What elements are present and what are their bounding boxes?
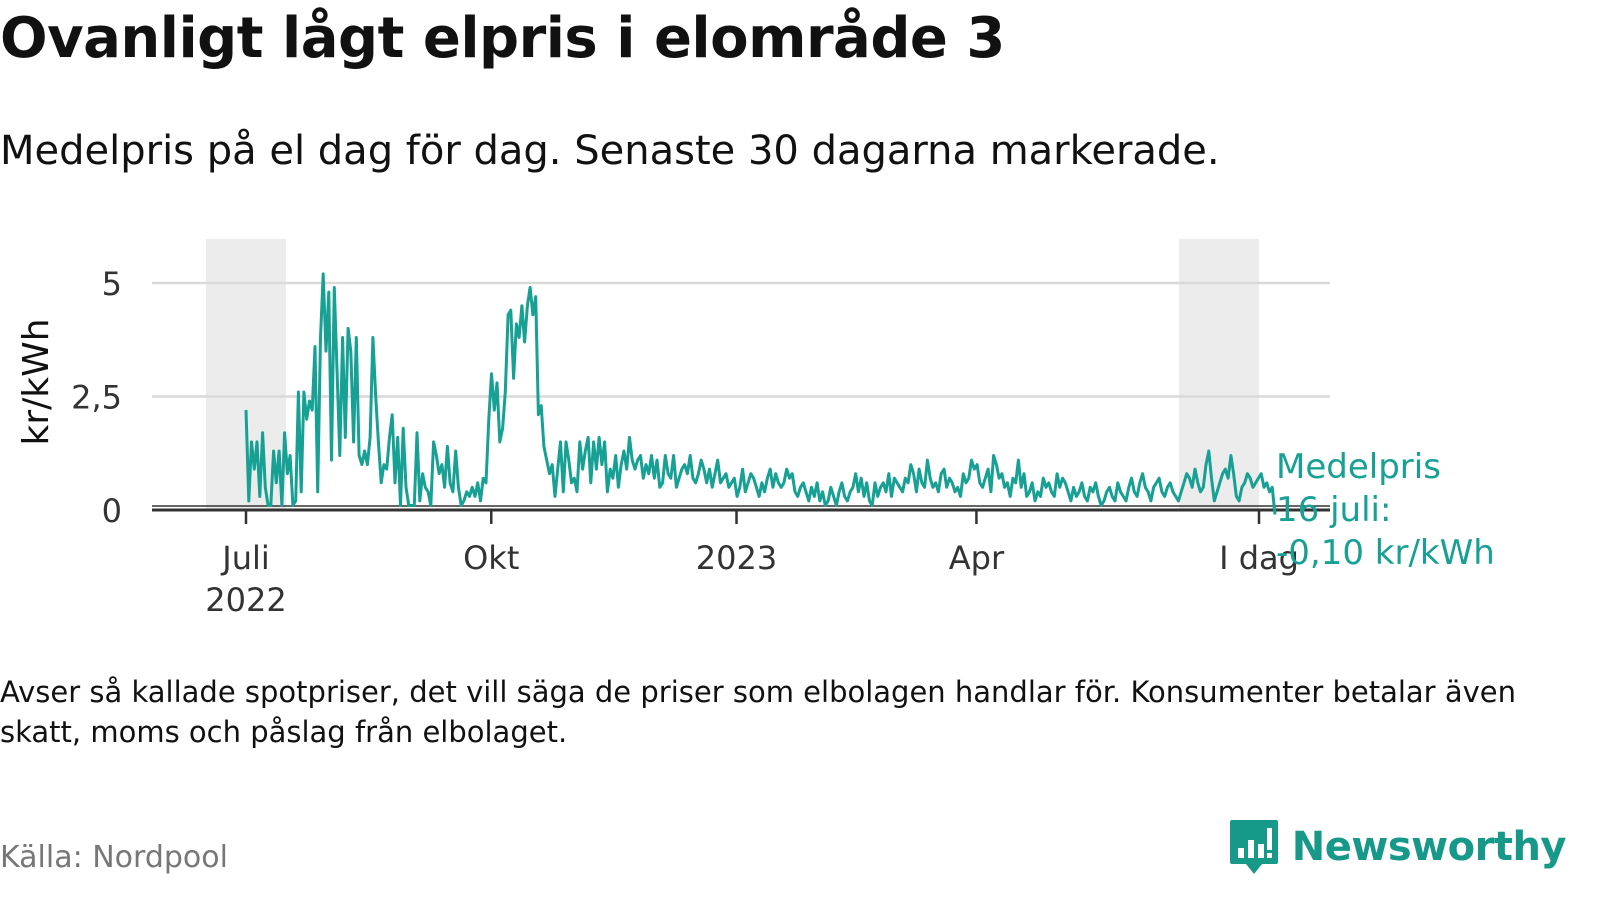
gridlines — [152, 281, 1330, 398]
x-tick-label: I dag — [1219, 539, 1299, 577]
annotation-line: 16 juli: — [1276, 490, 1391, 530]
annotation-line: Medelpris — [1276, 447, 1441, 487]
x-tick-label: Okt — [463, 539, 519, 577]
shaded-period-2 — [1179, 239, 1260, 510]
annotation-line: -0,10 kr/kWh — [1276, 533, 1495, 573]
newsworthy-logo-icon — [1229, 820, 1278, 874]
x-axis-ticks: Juli 2022 Okt 2023 Apr I dag — [205, 510, 1299, 619]
chart-title: Ovanligt lågt elpris i elområde 3 — [0, 6, 1005, 71]
y-tick-label: 0 — [102, 492, 122, 530]
price-series — [244, 272, 1277, 515]
brand-logo[interactable]: Newsworthy — [1228, 818, 1567, 876]
y-tick-label: 5 — [102, 265, 122, 303]
x-axis — [152, 505, 1330, 512]
x-tick-label: Juli — [220, 539, 270, 577]
x-tick-label: Apr — [949, 539, 1005, 577]
y-axis-label: kr/kWh — [16, 318, 57, 445]
x-tick-label-year: 2022 — [205, 581, 286, 619]
series-line — [244, 272, 1277, 515]
chart-subtitle: Medelpris på el dag för dag. Senaste 30 … — [0, 128, 1220, 174]
y-tick-label: 2,5 — [71, 379, 122, 417]
y-axis-ticks: 02,55 — [71, 265, 122, 530]
brand-name: Newsworthy — [1291, 824, 1567, 870]
source-credit: Källa: Nordpool — [0, 840, 228, 875]
shaded-periods — [206, 239, 1260, 510]
x-tick-label: 2023 — [696, 539, 777, 577]
footnote: Avser så kallade spotpriser, det vill sä… — [0, 675, 1516, 749]
